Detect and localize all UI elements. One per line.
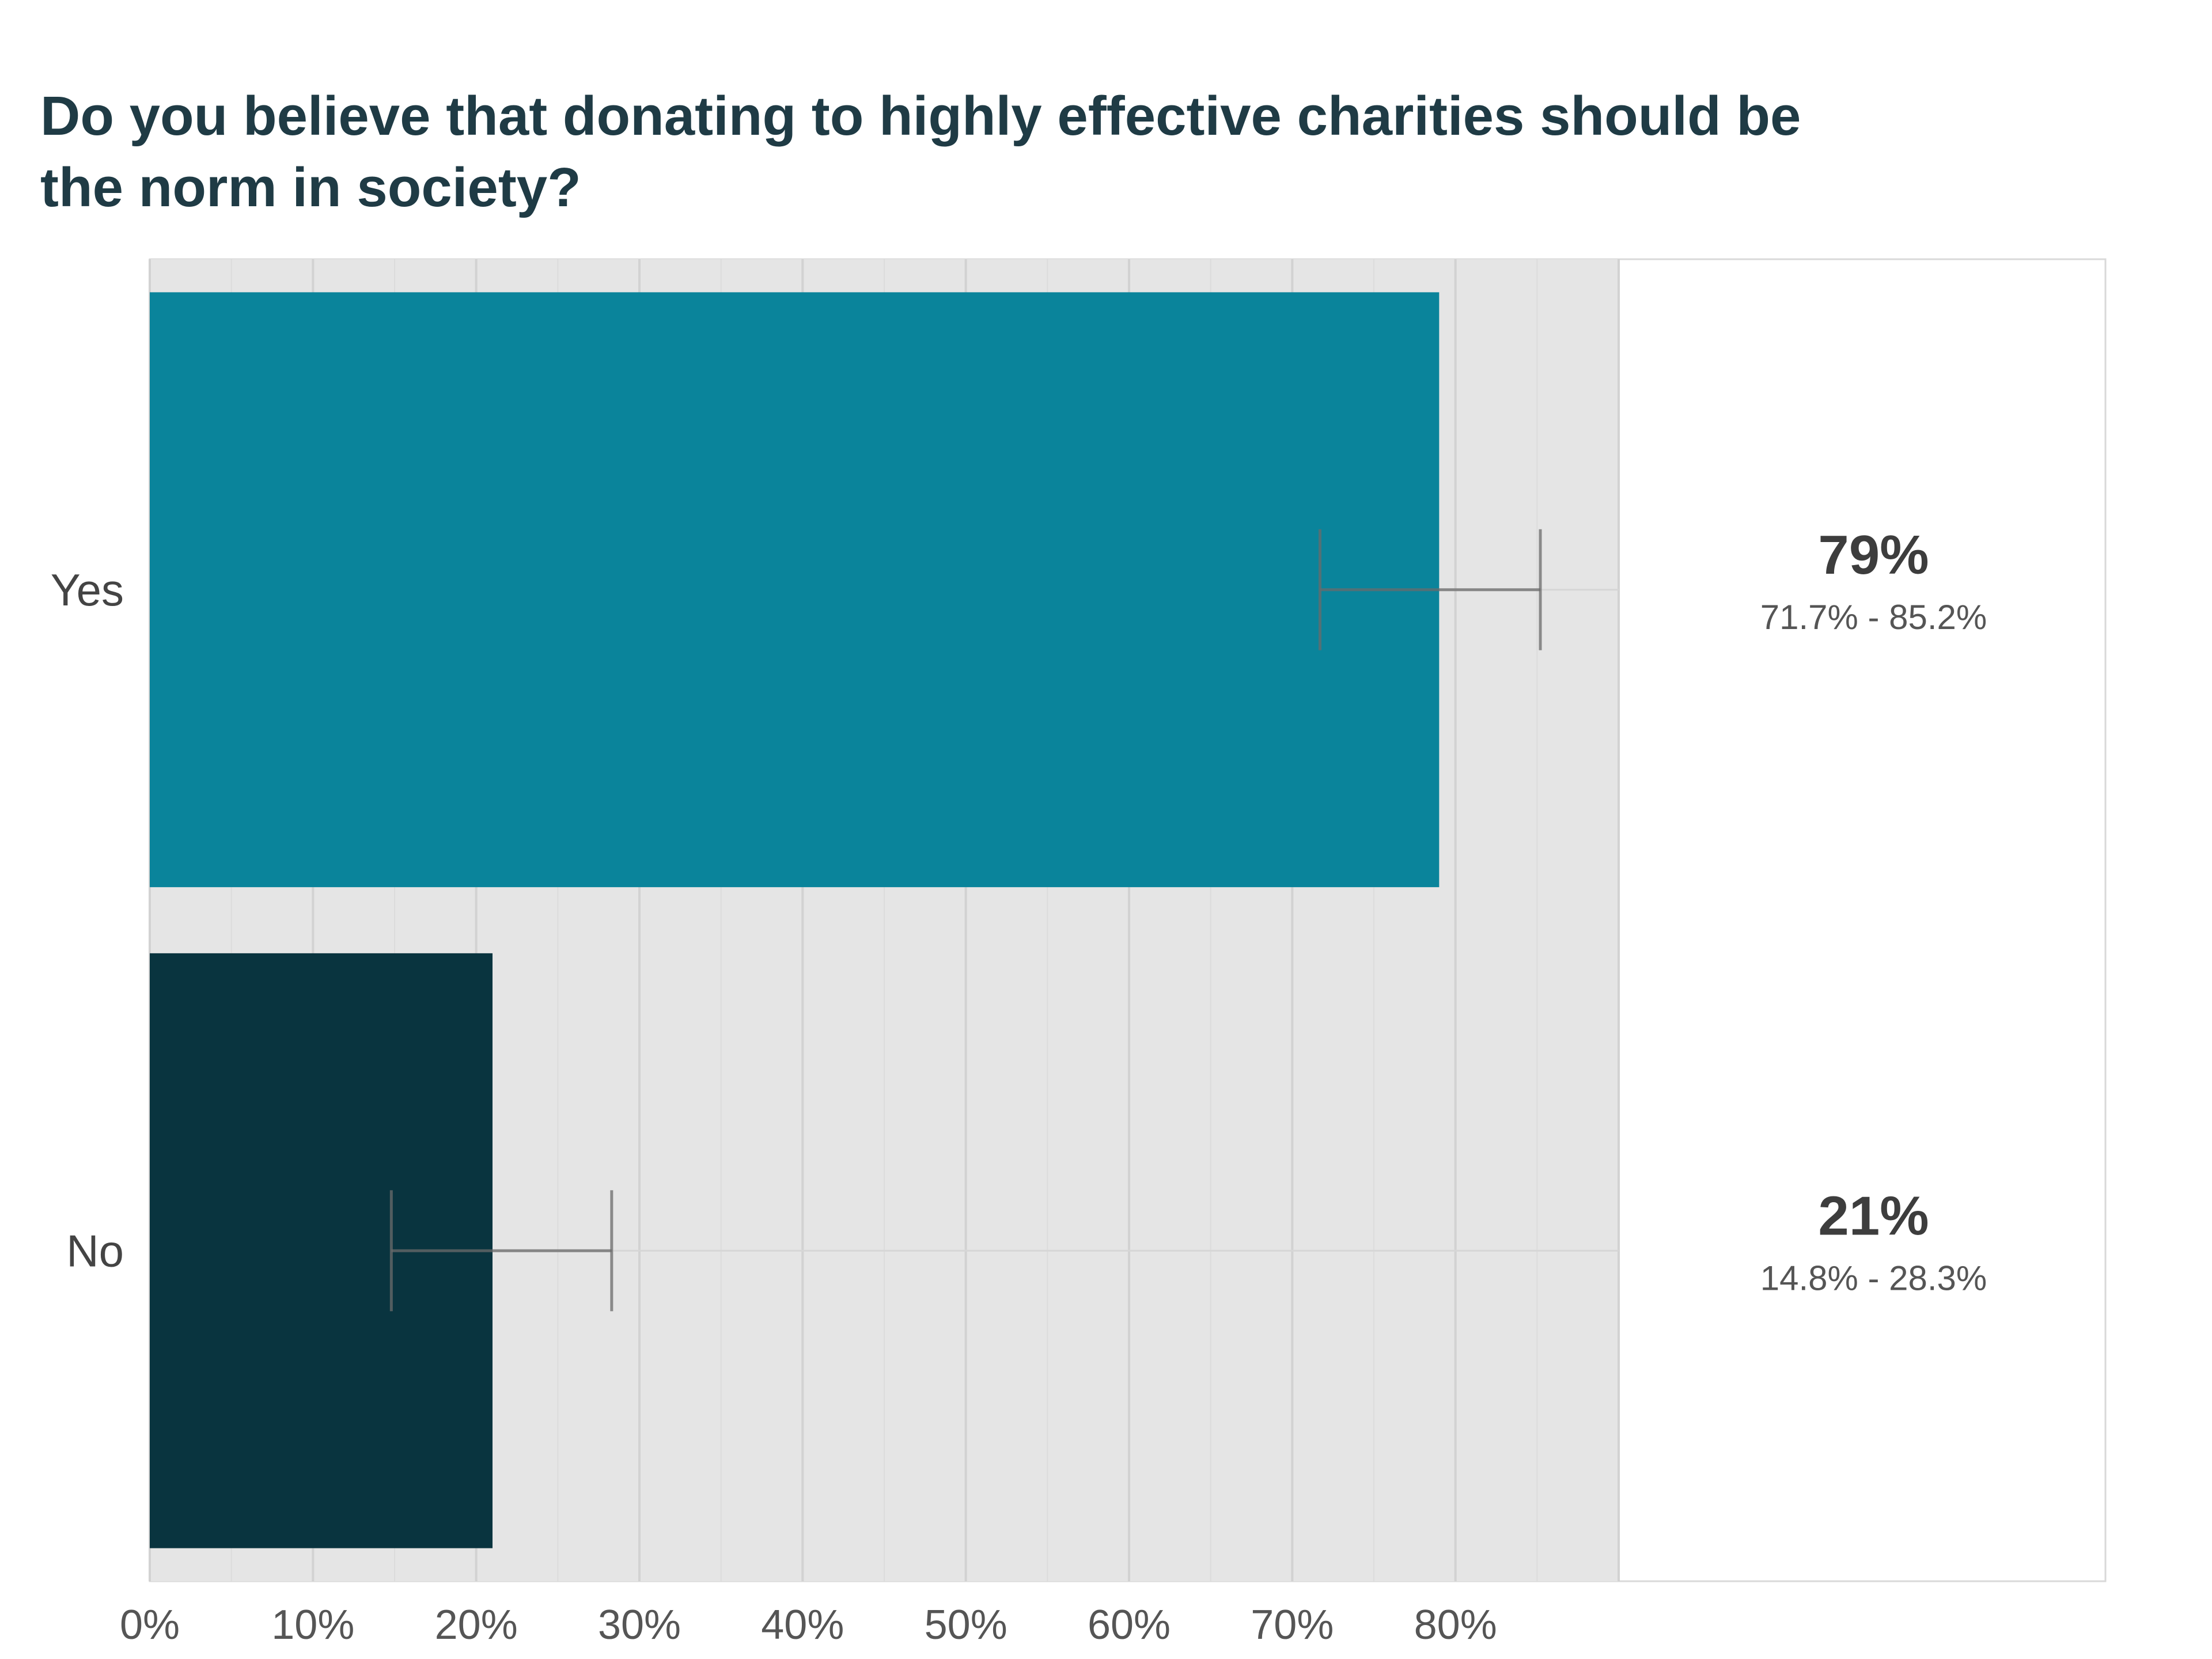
bar-yes	[150, 292, 1440, 888]
chart-title-line-2: the norm in society?	[40, 157, 581, 218]
value-label-yes: 79%	[1818, 524, 1929, 586]
x-tick-label: 30%	[598, 1602, 681, 1648]
value-label-no: 21%	[1818, 1185, 1929, 1247]
x-tick-label: 0%	[120, 1602, 180, 1648]
chart-title-line-1: Do you believe that donating to highly e…	[40, 85, 1801, 147]
ci-label-no: 14.8% - 28.3%	[1760, 1259, 1987, 1297]
x-tick-label: 10%	[271, 1602, 354, 1648]
x-tick-label: 50%	[925, 1602, 1007, 1648]
x-tick-label: 70%	[1251, 1602, 1334, 1648]
category-label-yes: Yes	[51, 565, 124, 615]
x-tick-label: 80%	[1414, 1602, 1497, 1648]
x-tick-label: 20%	[435, 1602, 518, 1648]
category-label-no: No	[66, 1225, 124, 1276]
x-tick-label: 40%	[761, 1602, 844, 1648]
x-tick-label: 60%	[1088, 1602, 1171, 1648]
chart-title: Do you believe that donating to highly e…	[40, 81, 2056, 224]
ci-label-yes: 71.7% - 85.2%	[1760, 598, 1987, 637]
